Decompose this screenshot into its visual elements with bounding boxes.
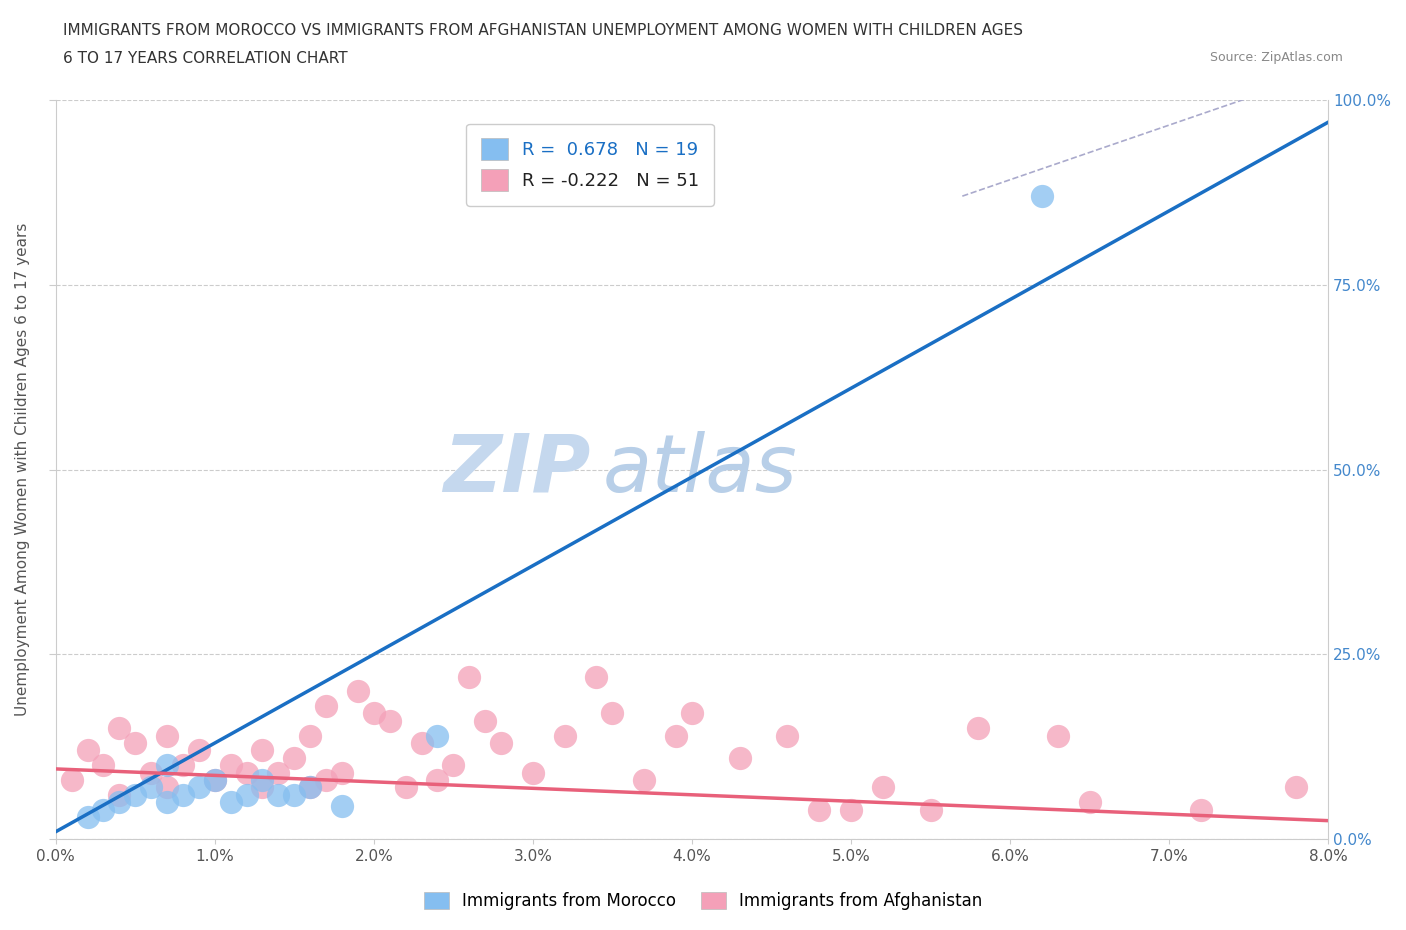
Point	[204, 773, 226, 788]
Point	[378, 713, 401, 728]
Point	[235, 765, 257, 780]
Point	[728, 751, 751, 765]
Point	[235, 788, 257, 803]
Point	[872, 780, 894, 795]
Point	[426, 728, 449, 743]
Point	[808, 802, 831, 817]
Legend: R =  0.678   N = 19, R = -0.222   N = 51: R = 0.678 N = 19, R = -0.222 N = 51	[467, 124, 714, 206]
Point	[554, 728, 576, 743]
Point	[330, 799, 353, 814]
Y-axis label: Unemployment Among Women with Children Ages 6 to 17 years: Unemployment Among Women with Children A…	[15, 223, 30, 716]
Point	[1285, 780, 1308, 795]
Point	[124, 788, 146, 803]
Point	[585, 669, 607, 684]
Point	[252, 780, 274, 795]
Point	[602, 706, 624, 721]
Text: 6 TO 17 YEARS CORRELATION CHART: 6 TO 17 YEARS CORRELATION CHART	[63, 51, 347, 66]
Point	[219, 795, 242, 810]
Point	[187, 780, 209, 795]
Point	[252, 743, 274, 758]
Point	[633, 773, 655, 788]
Legend: Immigrants from Morocco, Immigrants from Afghanistan: Immigrants from Morocco, Immigrants from…	[416, 885, 990, 917]
Point	[267, 788, 290, 803]
Point	[156, 728, 179, 743]
Point	[76, 743, 98, 758]
Point	[1189, 802, 1212, 817]
Point	[108, 721, 131, 736]
Point	[156, 795, 179, 810]
Point	[299, 780, 322, 795]
Point	[441, 758, 464, 773]
Point	[93, 802, 115, 817]
Point	[283, 751, 305, 765]
Point	[299, 728, 322, 743]
Point	[681, 706, 703, 721]
Point	[252, 773, 274, 788]
Point	[665, 728, 688, 743]
Point	[347, 684, 370, 698]
Point	[156, 780, 179, 795]
Point	[394, 780, 416, 795]
Point	[187, 743, 209, 758]
Point	[156, 758, 179, 773]
Point	[139, 780, 162, 795]
Point	[967, 721, 990, 736]
Point	[489, 736, 512, 751]
Point	[315, 773, 337, 788]
Point	[1078, 795, 1101, 810]
Point	[1031, 189, 1053, 204]
Text: ZIP: ZIP	[443, 431, 591, 509]
Point	[1046, 728, 1069, 743]
Point	[108, 795, 131, 810]
Point	[426, 773, 449, 788]
Point	[172, 758, 194, 773]
Point	[839, 802, 862, 817]
Point	[219, 758, 242, 773]
Point	[458, 669, 481, 684]
Point	[299, 780, 322, 795]
Point	[474, 713, 496, 728]
Point	[124, 736, 146, 751]
Text: atlas: atlas	[603, 431, 797, 509]
Point	[283, 788, 305, 803]
Point	[139, 765, 162, 780]
Point	[920, 802, 942, 817]
Point	[204, 773, 226, 788]
Point	[108, 788, 131, 803]
Point	[93, 758, 115, 773]
Point	[60, 773, 83, 788]
Point	[776, 728, 799, 743]
Point	[411, 736, 433, 751]
Point	[363, 706, 385, 721]
Point	[172, 788, 194, 803]
Point	[522, 765, 544, 780]
Point	[315, 698, 337, 713]
Text: Source: ZipAtlas.com: Source: ZipAtlas.com	[1209, 51, 1343, 64]
Point	[267, 765, 290, 780]
Point	[76, 809, 98, 824]
Text: IMMIGRANTS FROM MOROCCO VS IMMIGRANTS FROM AFGHANISTAN UNEMPLOYMENT AMONG WOMEN : IMMIGRANTS FROM MOROCCO VS IMMIGRANTS FR…	[63, 23, 1024, 38]
Point	[330, 765, 353, 780]
